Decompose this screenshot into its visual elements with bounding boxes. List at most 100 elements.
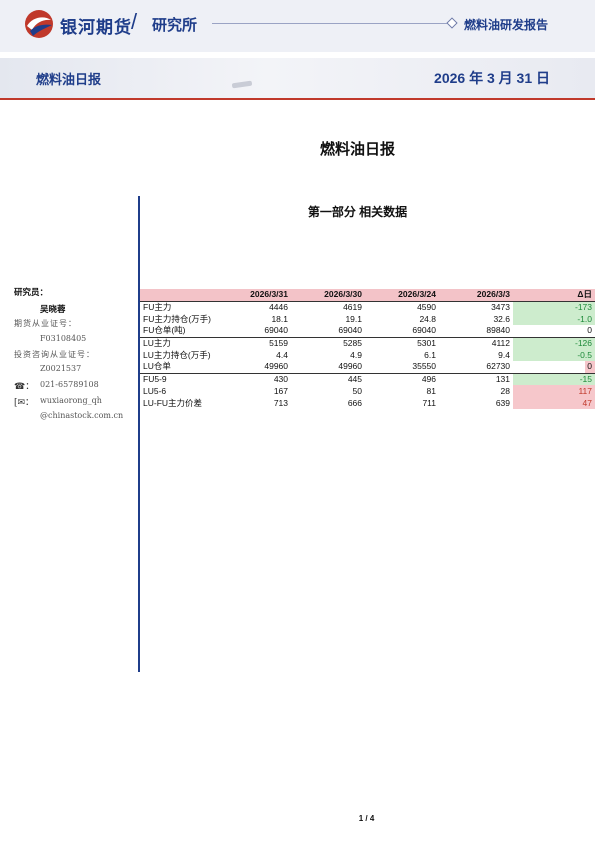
- brand-name: 银河期货: [60, 18, 132, 37]
- cell-value: 3473: [491, 301, 510, 312]
- cell-value: 81: [426, 385, 436, 396]
- table-row: LU仓单 49960 49960 35550 62730 0: [140, 361, 595, 374]
- report-header: 银河期货 / 研究所 燃料油研发报告: [0, 0, 595, 52]
- row-label: LU仓单: [140, 361, 232, 374]
- analyst-info: 研究员： 吴晓蓉 期货从业证号： F03108405 投资咨询从业证号： Z00…: [14, 286, 136, 420]
- document-title: 燃料油日报: [319, 141, 395, 158]
- cell-value: 4.4: [276, 349, 288, 360]
- column-header: 2026/3/3: [439, 289, 513, 302]
- daily-change-cell: -173: [513, 301, 595, 313]
- cell-value: 49960: [291, 361, 365, 374]
- brand-divider: /: [131, 9, 138, 34]
- cell-value: 69040: [291, 325, 365, 338]
- table-row: FU主力持仓(万手) 18.1 19.1 24.8 32.6 -1.0: [140, 313, 595, 325]
- row-label: FU主力持仓(万手): [143, 313, 211, 324]
- analyst-email-user: wuxiaorong_qh: [40, 396, 102, 405]
- cell-value: 6.1: [424, 349, 436, 360]
- cell-value: 18.1: [271, 313, 288, 324]
- cell-value: 4112: [491, 337, 510, 348]
- fuel-oil-data-table: 2026/3/31 2026/3/30 2026/3/24 2026/3/3 Δ…: [140, 289, 595, 409]
- banner-decoration: [231, 80, 253, 89]
- daily-change-cell: 0: [513, 325, 595, 338]
- cell-value: 639: [495, 397, 510, 408]
- row-label: LU5-6: [143, 385, 167, 396]
- table-row: FU5-9 430 445 496 131 -15: [140, 373, 595, 385]
- phone-icon: ☎：: [14, 382, 35, 392]
- row-label: LU主力: [143, 337, 171, 348]
- cell-value: 32.6: [493, 313, 510, 324]
- email-icon: [✉：: [14, 398, 35, 408]
- row-label: LU-FU主力价差: [143, 397, 203, 408]
- cell-value: 4446: [269, 301, 288, 312]
- invest-cert-label: 投资咨询从业证号：: [14, 350, 95, 359]
- column-header: Δ日: [513, 289, 595, 302]
- table-row: LU5-6 167 50 81 28 117: [140, 385, 595, 397]
- invest-cert-number: Z0021537: [40, 364, 82, 373]
- cell-value: 89840: [439, 325, 513, 338]
- table-row: FU仓单(吨) 69040 69040 69040 89840 0: [140, 325, 595, 338]
- table-row: FU主力 4446 4619 4590 3473 -173: [140, 301, 595, 313]
- column-header: 2026/3/30: [291, 289, 365, 302]
- banner-title: 燃料油日报: [36, 72, 102, 87]
- daily-change-cell: -126: [513, 337, 595, 349]
- cell-value: 5285: [343, 337, 362, 348]
- column-header: [140, 289, 232, 302]
- futures-cert-number: F03108405: [40, 334, 87, 343]
- cell-value: 24.8: [419, 313, 436, 324]
- analyst-name: 吴晓蓉: [40, 304, 66, 314]
- table-row: LU主力持仓(万手) 4.4 4.9 6.1 9.4 -0.5: [140, 349, 595, 361]
- daily-change-cell: -1.0: [513, 313, 595, 325]
- header-rule: [212, 23, 448, 24]
- cell-value: 496: [421, 373, 436, 384]
- cell-value: 19.1: [345, 313, 362, 324]
- column-divider: [138, 196, 140, 672]
- row-label: LU主力持仓(万手): [143, 349, 211, 360]
- cell-value: 445: [347, 373, 362, 384]
- table-row: LU-FU主力价差 713 666 711 639 47: [140, 397, 595, 409]
- report-date: 2026 年 3 月 31 日: [434, 70, 550, 86]
- daily-change-cell: 117: [513, 385, 595, 397]
- cell-value: 28: [500, 385, 510, 396]
- cell-value: 49960: [232, 361, 291, 374]
- cell-value: 35550: [365, 361, 439, 374]
- cell-value: 666: [347, 397, 362, 408]
- cell-value: 9.4: [498, 349, 510, 360]
- daily-change-cell: 0: [513, 361, 595, 374]
- daily-change-cell: -0.5: [513, 349, 595, 361]
- daily-change-cell: -15: [513, 373, 595, 385]
- cell-value: 430: [273, 373, 288, 384]
- cell-value: 69040: [232, 325, 291, 338]
- table-header-row: 2026/3/31 2026/3/30 2026/3/24 2026/3/3 Δ…: [140, 289, 595, 302]
- row-label: FU仓单(吨): [140, 325, 232, 338]
- cell-value: 167: [273, 385, 288, 396]
- section-title: 第一部分 相关数据: [307, 205, 408, 219]
- cell-value: 50: [352, 385, 362, 396]
- row-label: FU5-9: [143, 373, 167, 384]
- cell-value: 713: [273, 397, 288, 408]
- table-body: FU主力 4446 4619 4590 3473 -173 FU主力持仓(万手) 18.1 19…: [140, 301, 595, 409]
- analyst-phone: 021-65789108: [40, 380, 99, 389]
- cell-value: 4.9: [350, 349, 362, 360]
- analyst-heading: 研究员：: [14, 287, 49, 297]
- table-row: LU主力 5159 5285 5301 4112 -126: [140, 337, 595, 349]
- cell-value: 69040: [365, 325, 439, 338]
- daily-change-cell: 47: [513, 397, 595, 409]
- cell-value: 4590: [417, 301, 436, 312]
- cell-value: 131: [495, 373, 510, 384]
- title-banner: 燃料油日报 2026 年 3 月 31 日: [0, 58, 595, 100]
- row-label: FU主力: [143, 301, 172, 312]
- cell-value: 5159: [269, 337, 288, 348]
- column-header: 2026/3/31: [232, 289, 291, 302]
- analyst-email-domain: @chinastock.com.cn: [40, 411, 124, 420]
- cell-value: 4619: [343, 301, 362, 312]
- diamond-icon: [446, 17, 458, 29]
- cell-value: 5301: [417, 337, 436, 348]
- column-header: 2026/3/24: [365, 289, 439, 302]
- report-type: 燃料油研发报告: [464, 18, 549, 32]
- page-number: 1 / 4: [358, 814, 375, 823]
- galaxy-futures-logo: [25, 10, 53, 38]
- futures-cert-label: 期货从业证号：: [14, 319, 77, 328]
- cell-value: 62730: [439, 361, 513, 374]
- cell-value: 711: [422, 397, 436, 408]
- institute-name: 研究所: [152, 17, 198, 34]
